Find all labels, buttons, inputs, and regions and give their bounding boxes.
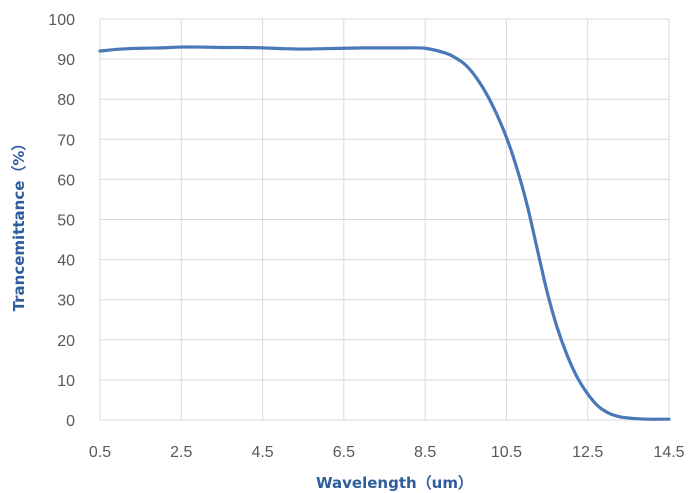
- x-tick-label: 10.5: [491, 444, 522, 461]
- y-axis-tick-labels: 0 10 20 30 40 50 60 70 80 90 100: [48, 12, 75, 430]
- y-tick-label: 70: [57, 132, 75, 149]
- x-tick-label: 2.5: [170, 444, 192, 461]
- x-tick-label: 0.5: [89, 444, 111, 461]
- y-axis-title: Trancemittance（%）: [10, 136, 28, 312]
- x-tick-label: 14.5: [653, 444, 684, 461]
- y-tick-label: 10: [57, 373, 75, 390]
- x-tick-label: 4.5: [251, 444, 273, 461]
- y-tick-label: 20: [57, 333, 75, 350]
- x-tick-label: 12.5: [572, 444, 603, 461]
- y-tick-label: 0: [66, 413, 75, 430]
- y-tick-label: 90: [57, 52, 75, 69]
- y-tick-label: 100: [48, 12, 75, 29]
- y-tick-label: 60: [57, 172, 75, 189]
- y-tick-label: 80: [57, 92, 75, 109]
- x-tick-label: 6.5: [333, 444, 355, 461]
- grid-lines: [99, 18, 670, 420]
- x-axis-tick-labels: 0.5 2.5 4.5 6.5 8.5 10.5 12.5 14.5: [89, 444, 685, 461]
- x-axis-title: Wavelength（um）: [316, 474, 473, 492]
- x-tick-label: 8.5: [414, 444, 436, 461]
- y-tick-label: 40: [57, 253, 75, 270]
- y-tick-label: 50: [57, 213, 75, 230]
- y-tick-label: 30: [57, 293, 75, 310]
- transmittance-series-line: [98, 45, 671, 421]
